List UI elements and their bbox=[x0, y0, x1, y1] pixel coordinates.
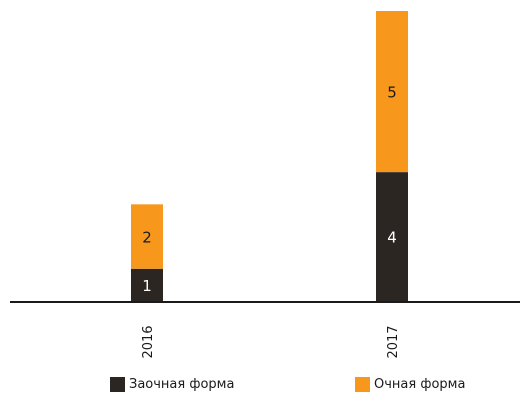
bar-2016-series-0 bbox=[131, 268, 163, 301]
legend-label-ochnaya: Очная форма bbox=[374, 376, 466, 392]
bar-2017-series-0 bbox=[376, 172, 408, 301]
legend-swatch-ochnaya bbox=[355, 376, 370, 392]
bar-2016-series-1 bbox=[131, 204, 163, 269]
data-label-2016-series-1: 2 bbox=[142, 229, 152, 247]
legend-swatch-zaochnaya bbox=[110, 376, 125, 392]
legend-item-ochnaya: Очная форма bbox=[355, 375, 465, 393]
data-label-2017-series-0: 4 bbox=[387, 229, 397, 247]
data-label-2016-series-0: 1 bbox=[142, 277, 152, 295]
bar-2017-series-1 bbox=[376, 11, 408, 173]
x-tick-label-2017: 2017 bbox=[386, 325, 401, 358]
bars-layer: 1 2 4 5 bbox=[131, 11, 408, 301]
legend-item-zaochnaya: Заочная форма bbox=[110, 375, 234, 393]
legend-label-zaochnaya: Заочная форма bbox=[129, 376, 235, 392]
x-tick-label-2016: 2016 bbox=[141, 325, 156, 358]
x-tick-labels: 2016 2017 bbox=[141, 325, 401, 358]
data-label-2017-series-1: 5 bbox=[387, 84, 397, 102]
